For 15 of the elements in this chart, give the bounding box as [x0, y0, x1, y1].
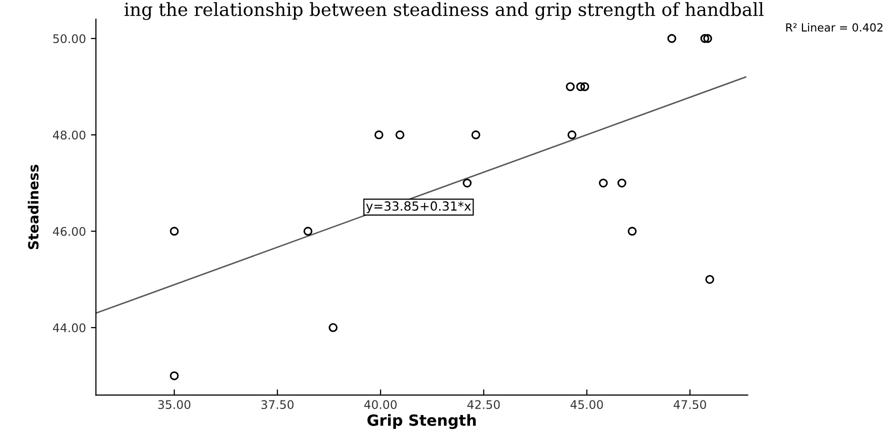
y-axis-title: Steadiness — [28, 164, 39, 250]
x-tick-label: 40.00 — [364, 400, 397, 410]
chart-title: ing the relationship between steadiness and grip strength of handball — [124, 2, 764, 20]
y-tick-label: 46.00 — [52, 226, 86, 236]
x-tick-label: 47.50 — [674, 400, 706, 410]
x-tick-label: 42.50 — [467, 400, 500, 410]
y-tick-label: 44.00 — [52, 323, 86, 332]
x-tick-label: 35.00 — [158, 400, 190, 410]
y-tick-label: 50.00 — [53, 34, 86, 44]
y-tick-label: 48.00 — [52, 130, 86, 140]
text: R² Linear = 0.402 — [786, 23, 882, 32]
x-tick-label: 37.50 — [261, 400, 294, 410]
x-axis-title: Grip Stength — [367, 414, 476, 430]
x-tick-label: 45.00 — [570, 400, 603, 410]
annotation: y=33.85+0.31*x — [366, 201, 471, 214]
